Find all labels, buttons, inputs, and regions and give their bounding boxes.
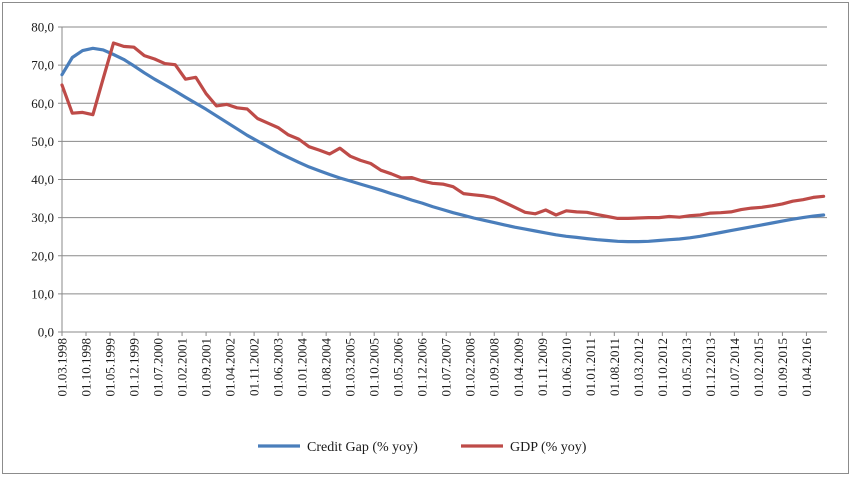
- x-tick-label: 01.04.2016: [799, 338, 814, 397]
- x-tick-label: 01.10.1998: [79, 338, 94, 397]
- x-tick-label: 01.05.1999: [103, 338, 118, 397]
- y-axis-ticks: 0,0 10,0 20,0 30,0 40,0 50,0 60,0 70,0 80,0: [31, 20, 54, 340]
- x-tick-label: 01.12.1999: [127, 338, 142, 397]
- x-tick-label: 01.03.1998: [55, 338, 70, 397]
- x-tick-label: 01.10.2005: [367, 338, 382, 397]
- legend-label: GDP (% yoy): [510, 440, 587, 455]
- x-tick-label: 01.10.2012: [655, 338, 670, 397]
- x-tick-label: 01.02.2008: [463, 338, 478, 397]
- x-tick-label: 01.04.2009: [511, 338, 526, 397]
- x-tick-label: 01.01.2011: [583, 338, 598, 396]
- x-tick-label: 01.04.2002: [223, 338, 238, 397]
- x-tick-label: 01.08.2004: [319, 338, 334, 397]
- x-tick-label: 01.12.2006: [415, 338, 430, 397]
- y-tick-label: 80,0: [31, 20, 54, 35]
- x-tick-label: 01.09.2001: [199, 338, 214, 397]
- legend-label: Credit Gap (% yoy): [307, 440, 418, 455]
- x-tick-label: 01.02.2001: [175, 338, 190, 397]
- x-tick-label: 01.09.2015: [775, 338, 790, 397]
- x-tick-label: 01.08.2011: [607, 338, 622, 396]
- y-tick-label: 20,0: [31, 248, 54, 263]
- y-tick-label: 40,0: [31, 172, 54, 187]
- y-tick-label: 70,0: [31, 58, 54, 73]
- y-tick-label: 10,0: [31, 286, 54, 301]
- x-tick-label: 01.01.2004: [295, 338, 310, 397]
- x-tick-label: 01.06.2010: [559, 338, 574, 397]
- gdp-line: [60, 41, 826, 220]
- x-tick-label: 01.03.2012: [631, 338, 646, 397]
- gridlines: [62, 26, 827, 295]
- y-tick-label: 50,0: [31, 134, 54, 149]
- x-tick-label: 01.11.2002: [247, 338, 262, 396]
- x-tick-label: 01.03.2005: [343, 338, 358, 397]
- legend: Credit Gap (% yoy) GDP (% yoy): [258, 440, 587, 455]
- x-tick-label: 01.06.2003: [271, 338, 286, 397]
- x-tick-label: 01.05.2013: [679, 338, 694, 397]
- axes: [58, 26, 827, 336]
- x-tick-label: 01.09.2008: [487, 338, 502, 397]
- series-lines: [60, 41, 826, 244]
- credit-gap-line: [60, 46, 826, 244]
- x-tick-label: 01.07.2014: [727, 338, 742, 397]
- x-tick-label: 01.11.2009: [535, 338, 550, 396]
- x-tick-label: 01.07.2000: [151, 338, 166, 397]
- x-tick-label: 01.05.2006: [391, 338, 406, 397]
- x-tick-label: 01.02.2015: [751, 338, 766, 397]
- y-tick-label: 60,0: [31, 96, 54, 111]
- y-tick-label: 30,0: [31, 210, 54, 225]
- x-axis-ticks: 01.03.1998 01.10.1998 01.05.1999 01.12.1999…: [55, 338, 814, 397]
- x-tick-label: 01.07.2007: [439, 338, 454, 397]
- x-tick-label: 01.12.2013: [703, 338, 718, 397]
- y-tick-label: 0,0: [38, 325, 54, 340]
